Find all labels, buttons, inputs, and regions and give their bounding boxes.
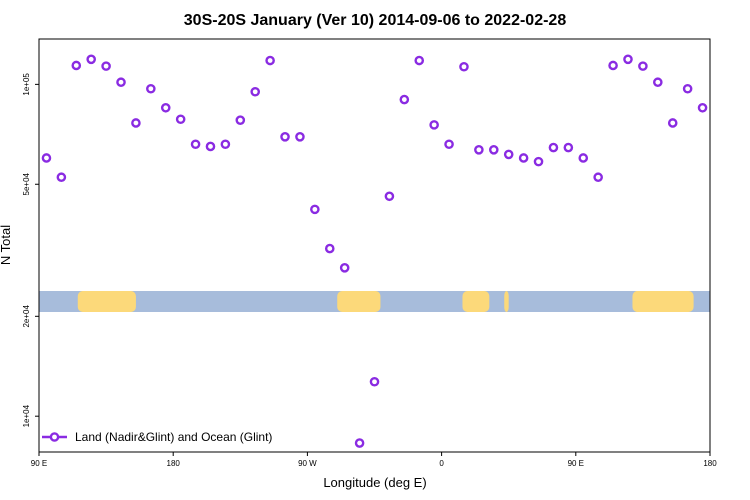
x-tick-label: 90 W (298, 459, 317, 468)
data-point (667, 118, 678, 128)
legend-point-marker (49, 432, 60, 442)
data-point (280, 132, 290, 142)
data-point (160, 102, 171, 113)
data-point (339, 263, 350, 273)
y-tick-label: 1e+04 (22, 404, 31, 427)
data-point (682, 83, 693, 94)
y-axis-title: N Total (0, 225, 13, 265)
x-tick-label: 90 E (31, 459, 47, 468)
data-point (429, 120, 439, 130)
legend: Land (Nadir&Glint) and Ocean (Glint) (42, 430, 272, 444)
y-tick-label: 5e+04 (22, 172, 31, 195)
data-point (578, 153, 589, 163)
y-tick-label: 2e+04 (22, 305, 31, 328)
land-segment (337, 291, 381, 312)
y-axis-ticks: 1e+04 2e+04 5e+04 1e+05 (22, 73, 39, 427)
land-segment (462, 291, 490, 312)
data-point (354, 438, 365, 448)
data-point (86, 54, 96, 65)
data-point (101, 61, 111, 71)
data-point (444, 139, 454, 150)
land-segment (632, 291, 694, 312)
data-point (399, 94, 410, 105)
land-segment (77, 291, 136, 312)
data-point (324, 243, 335, 254)
data-point (250, 86, 261, 97)
plot-frame (38, 38, 711, 453)
data-point (384, 191, 395, 202)
data-point (488, 145, 499, 155)
data-point (653, 77, 663, 88)
data-point (310, 204, 320, 215)
chart-title: 30S-20S January (Ver 10) 2014-09-06 to 2… (184, 12, 567, 29)
data-point (131, 118, 141, 128)
data-point (220, 139, 231, 150)
x-tick-label: 90 E (568, 459, 584, 468)
data-point (116, 77, 126, 88)
data-point (295, 132, 305, 142)
land-segment (504, 291, 509, 312)
data-point (638, 61, 648, 71)
legend-label: Land (Nadir&Glint) and Ocean (Glint) (75, 430, 272, 444)
x-axis-ticks: 90 E 180 90 W 0 90 E 180 (31, 452, 717, 468)
data-point (623, 54, 633, 65)
plot-area (39, 39, 710, 452)
data-point (459, 61, 469, 72)
data-point (697, 102, 708, 113)
x-axis-title: Longitude (deg E) (323, 475, 426, 490)
data-points (41, 54, 708, 448)
data-point (265, 55, 275, 66)
y-tick-label: 1e+05 (22, 73, 31, 96)
data-point (369, 376, 380, 387)
data-point (533, 156, 544, 167)
data-point (71, 60, 82, 71)
data-point (593, 172, 603, 183)
data-point (503, 149, 514, 160)
data-point (414, 55, 425, 66)
data-point (518, 153, 529, 163)
data-point (608, 60, 618, 71)
x-tick-label: 180 (167, 459, 181, 468)
land-ocean-band (39, 291, 710, 312)
data-point (41, 153, 52, 163)
data-point (235, 115, 246, 125)
x-tick-label: 180 (703, 459, 717, 468)
data-point (190, 139, 201, 150)
data-point (146, 83, 156, 94)
data-point (548, 142, 559, 153)
x-tick-label: 0 (439, 459, 444, 468)
data-point (563, 142, 574, 153)
data-point (56, 172, 67, 183)
data-point (175, 114, 186, 125)
data-point (474, 145, 484, 155)
data-point (205, 141, 216, 152)
